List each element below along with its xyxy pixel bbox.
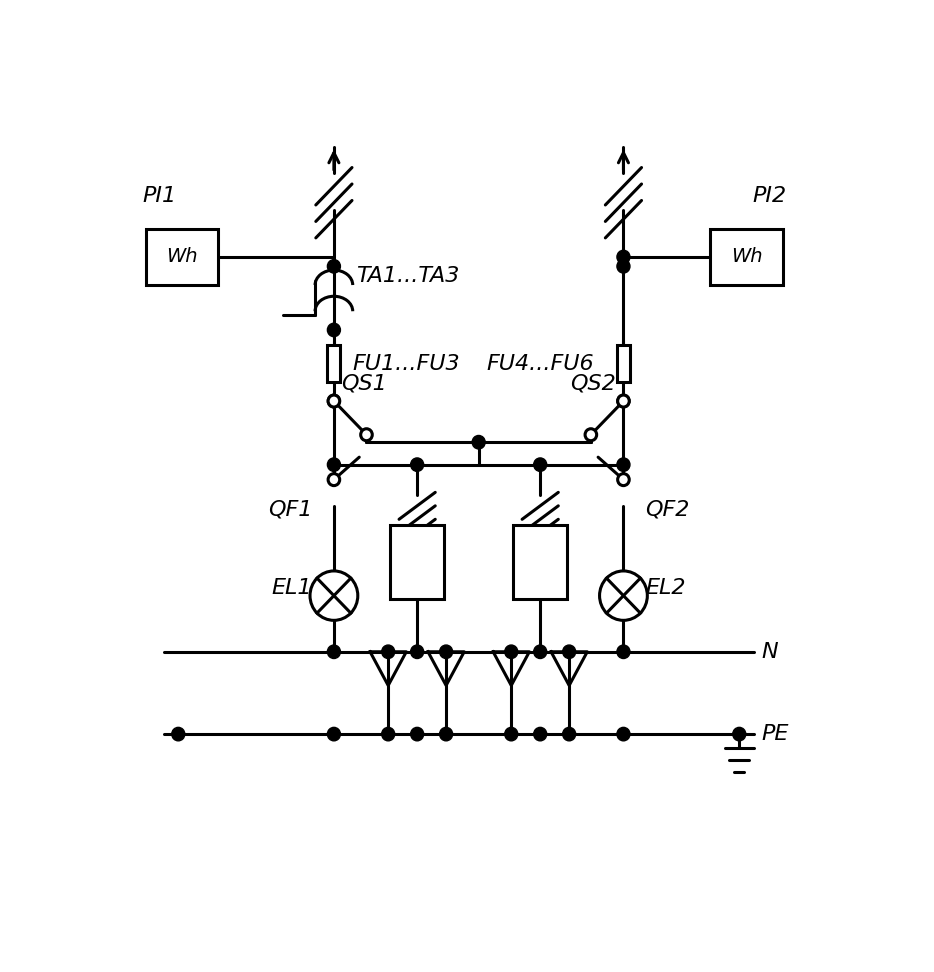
Circle shape — [617, 458, 630, 471]
Text: QF2: QF2 — [645, 500, 689, 520]
Bar — [513, 525, 567, 600]
Circle shape — [533, 458, 546, 471]
Circle shape — [617, 727, 630, 741]
Bar — [328, 345, 340, 382]
Circle shape — [382, 727, 395, 741]
Circle shape — [382, 645, 395, 658]
Circle shape — [328, 473, 340, 486]
Circle shape — [473, 435, 485, 449]
Circle shape — [562, 727, 575, 741]
Bar — [146, 229, 219, 285]
Circle shape — [328, 395, 340, 407]
Bar — [711, 229, 783, 285]
Bar — [617, 345, 630, 382]
Text: TA1...TA3: TA1...TA3 — [356, 265, 459, 286]
Circle shape — [617, 250, 630, 263]
Circle shape — [328, 458, 340, 471]
Circle shape — [411, 645, 424, 658]
Circle shape — [504, 727, 517, 741]
Circle shape — [617, 395, 630, 407]
Circle shape — [361, 429, 373, 440]
Circle shape — [440, 727, 453, 741]
Circle shape — [533, 645, 546, 658]
Text: N: N — [761, 642, 778, 662]
Text: Wh: Wh — [730, 248, 762, 266]
Text: QS2: QS2 — [571, 373, 616, 394]
Circle shape — [328, 395, 340, 408]
Text: EL2: EL2 — [645, 578, 686, 598]
Circle shape — [411, 727, 424, 741]
Text: PI2: PI2 — [752, 187, 786, 206]
Text: QS1: QS1 — [341, 373, 387, 394]
Text: EL1: EL1 — [272, 578, 312, 598]
Text: Wh: Wh — [166, 248, 198, 266]
Circle shape — [617, 260, 630, 273]
Circle shape — [172, 727, 185, 741]
Circle shape — [328, 260, 340, 273]
Circle shape — [504, 645, 517, 658]
Text: FU4...FU6: FU4...FU6 — [486, 354, 593, 373]
Circle shape — [562, 645, 575, 658]
Text: PE: PE — [761, 724, 788, 745]
Text: PI1: PI1 — [142, 187, 177, 206]
Bar — [390, 525, 445, 600]
Circle shape — [328, 727, 340, 741]
Text: FU1...FU3: FU1...FU3 — [352, 354, 460, 373]
Circle shape — [617, 473, 630, 486]
Circle shape — [617, 645, 630, 658]
Circle shape — [585, 429, 597, 440]
Circle shape — [310, 571, 358, 620]
Circle shape — [411, 458, 424, 471]
Circle shape — [533, 727, 546, 741]
Circle shape — [440, 645, 453, 658]
Circle shape — [328, 645, 340, 658]
Circle shape — [600, 571, 647, 620]
Text: QF1: QF1 — [268, 500, 312, 520]
Circle shape — [733, 727, 745, 741]
Circle shape — [617, 395, 630, 408]
Circle shape — [328, 324, 340, 336]
